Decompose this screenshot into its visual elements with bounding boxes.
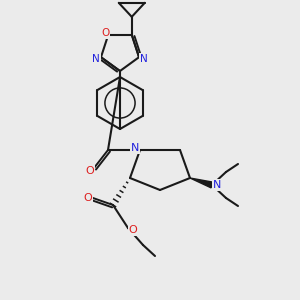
Text: O: O [129, 225, 137, 235]
Text: N: N [131, 143, 139, 153]
Text: O: O [85, 166, 94, 176]
Text: N: N [213, 180, 221, 190]
Text: O: O [101, 28, 110, 38]
Text: O: O [84, 193, 92, 203]
Polygon shape [190, 178, 213, 188]
Text: N: N [92, 54, 100, 64]
Text: N: N [140, 54, 148, 64]
